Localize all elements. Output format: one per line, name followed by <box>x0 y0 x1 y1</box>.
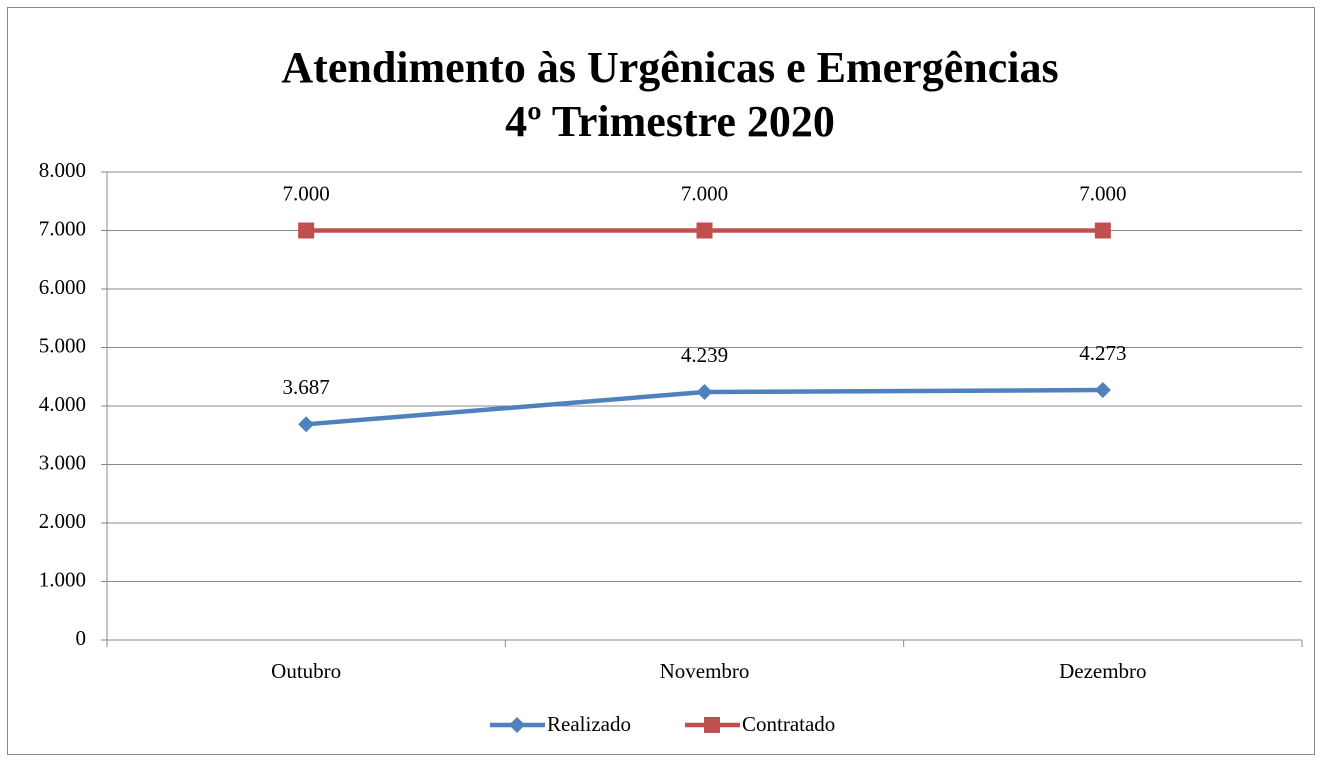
x-tick-label: Novembro <box>660 659 750 683</box>
data-label: 4.273 <box>1079 341 1126 365</box>
data-label: 7.000 <box>681 181 728 205</box>
y-tick-label: 5.000 <box>39 333 86 357</box>
y-tick-label: 7.000 <box>39 216 86 240</box>
y-tick-label: 3.000 <box>39 450 86 474</box>
data-label: 4.239 <box>681 343 728 367</box>
data-point <box>1094 382 1111 399</box>
y-tick-label: 8.000 <box>39 158 86 182</box>
legend-marker <box>509 717 525 733</box>
data-label: 3.687 <box>283 375 330 399</box>
legend-label: Contratado <box>742 712 835 736</box>
x-tick-label: Dezembro <box>1059 659 1146 683</box>
data-point <box>298 416 315 433</box>
data-point <box>696 222 713 239</box>
y-tick-label: 4.000 <box>39 392 86 416</box>
chart-border <box>7 7 1315 755</box>
legend-label: Realizado <box>547 712 631 736</box>
data-point <box>1094 222 1111 239</box>
data-point <box>298 222 315 239</box>
y-tick-label: 6.000 <box>39 275 86 299</box>
chart-title: Atendimento às Urgênicas e Emergências <box>281 43 1058 92</box>
x-tick-label: Outubro <box>271 659 341 683</box>
data-label: 7.000 <box>283 181 330 205</box>
legend-marker <box>704 717 720 733</box>
y-tick-label: 2.000 <box>39 509 86 533</box>
data-label: 7.000 <box>1079 181 1126 205</box>
data-point <box>696 384 713 401</box>
y-tick-label: 1.000 <box>39 567 86 591</box>
y-tick-label: 0 <box>76 626 87 650</box>
chart-title: 4º Trimestre 2020 <box>505 97 835 146</box>
